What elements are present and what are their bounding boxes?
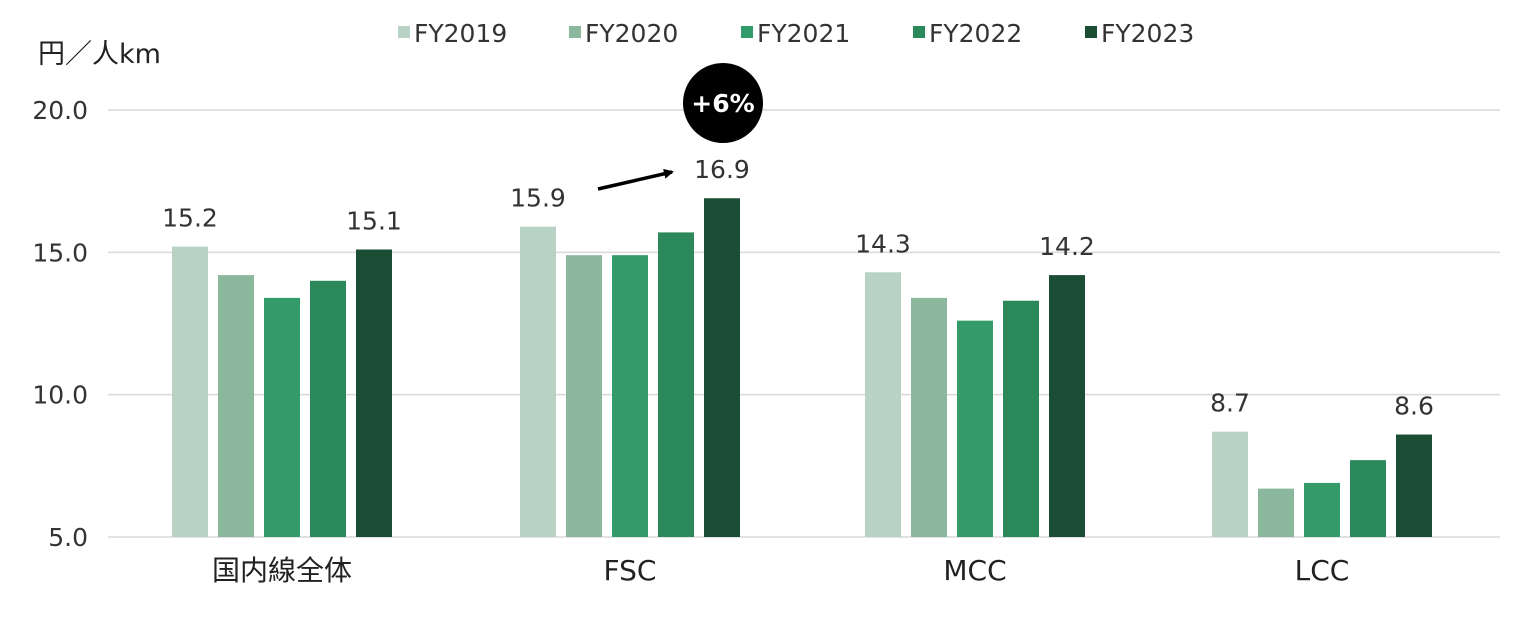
bar-FY2023-2 (1049, 275, 1085, 537)
growth-badge-text: +6% (691, 89, 754, 118)
legend-swatch-FY2019 (398, 26, 410, 38)
bar-FY2021-0 (264, 297, 300, 537)
y-axis-unit-label: 円／人km (38, 39, 161, 70)
legend-label-FY2023: FY2023 (1101, 19, 1194, 48)
x-category-label: FSC (604, 554, 657, 587)
legend-swatch-FY2021 (741, 26, 753, 38)
data-label: 14.2 (1039, 232, 1095, 261)
legend-swatch-FY2020 (569, 26, 581, 38)
x-category-label: 国内線全体 (212, 554, 352, 587)
bar-FY2020-2 (911, 297, 947, 537)
bar-FY2022-1 (658, 232, 694, 537)
growth-badge (683, 63, 763, 143)
legend-label-FY2019: FY2019 (414, 19, 507, 48)
bar-FY2019-2 (865, 272, 901, 537)
data-label: 8.7 (1210, 389, 1250, 418)
bars (172, 198, 1432, 538)
legend-label-FY2021: FY2021 (757, 19, 850, 48)
y-tick-label: 15.0 (32, 238, 88, 267)
legend-label-FY2020: FY2020 (585, 19, 678, 48)
bar-FY2019-1 (520, 226, 556, 538)
bar-FY2022-2 (1003, 300, 1039, 537)
bar-FY2022-3 (1350, 460, 1386, 537)
y-tick-label: 20.0 (32, 96, 88, 125)
bar-FY2019-0 (172, 246, 208, 537)
growth-arrow (597, 168, 674, 191)
bar-FY2020-3 (1258, 488, 1294, 537)
bar-FY2022-0 (310, 280, 346, 537)
y-tick-label: 10.0 (32, 381, 88, 410)
data-label: 14.3 (855, 229, 911, 258)
bar-FY2023-3 (1396, 434, 1432, 537)
x-category-label: MCC (943, 554, 1006, 587)
bar-FY2020-0 (218, 275, 254, 537)
bar-FY2023-0 (356, 249, 392, 537)
annotation: +6% (597, 63, 763, 191)
y-tick-label: 5.0 (48, 523, 88, 552)
bar-FY2021-3 (1304, 482, 1340, 537)
axis-labels: 5.0 10.0 15.0 20.0 国内線全体 FSC MCC LCC (32, 96, 1349, 587)
legend-swatch-FY2022 (913, 26, 925, 38)
data-label: 15.1 (346, 206, 402, 235)
bar-FY2019-3 (1212, 431, 1248, 537)
legend-label-FY2022: FY2022 (929, 19, 1022, 48)
legend-swatch-FY2023 (1085, 26, 1097, 38)
bar-FY2021-2 (957, 320, 993, 537)
bar-FY2020-1 (566, 255, 602, 537)
bar-FY2021-1 (612, 255, 648, 537)
data-label: 15.9 (510, 184, 566, 213)
data-label: 16.9 (694, 155, 750, 184)
data-label: 15.2 (162, 204, 218, 233)
legend: FY2019 FY2020 FY2021 FY2022 FY2023 (398, 19, 1194, 48)
x-category-label: LCC (1295, 554, 1350, 587)
data-label: 8.6 (1394, 392, 1434, 421)
bar-FY2023-1 (704, 198, 740, 537)
data-labels: 15.2 15.1 15.9 16.9 14.3 14.2 8.7 8.6 (162, 155, 1434, 420)
